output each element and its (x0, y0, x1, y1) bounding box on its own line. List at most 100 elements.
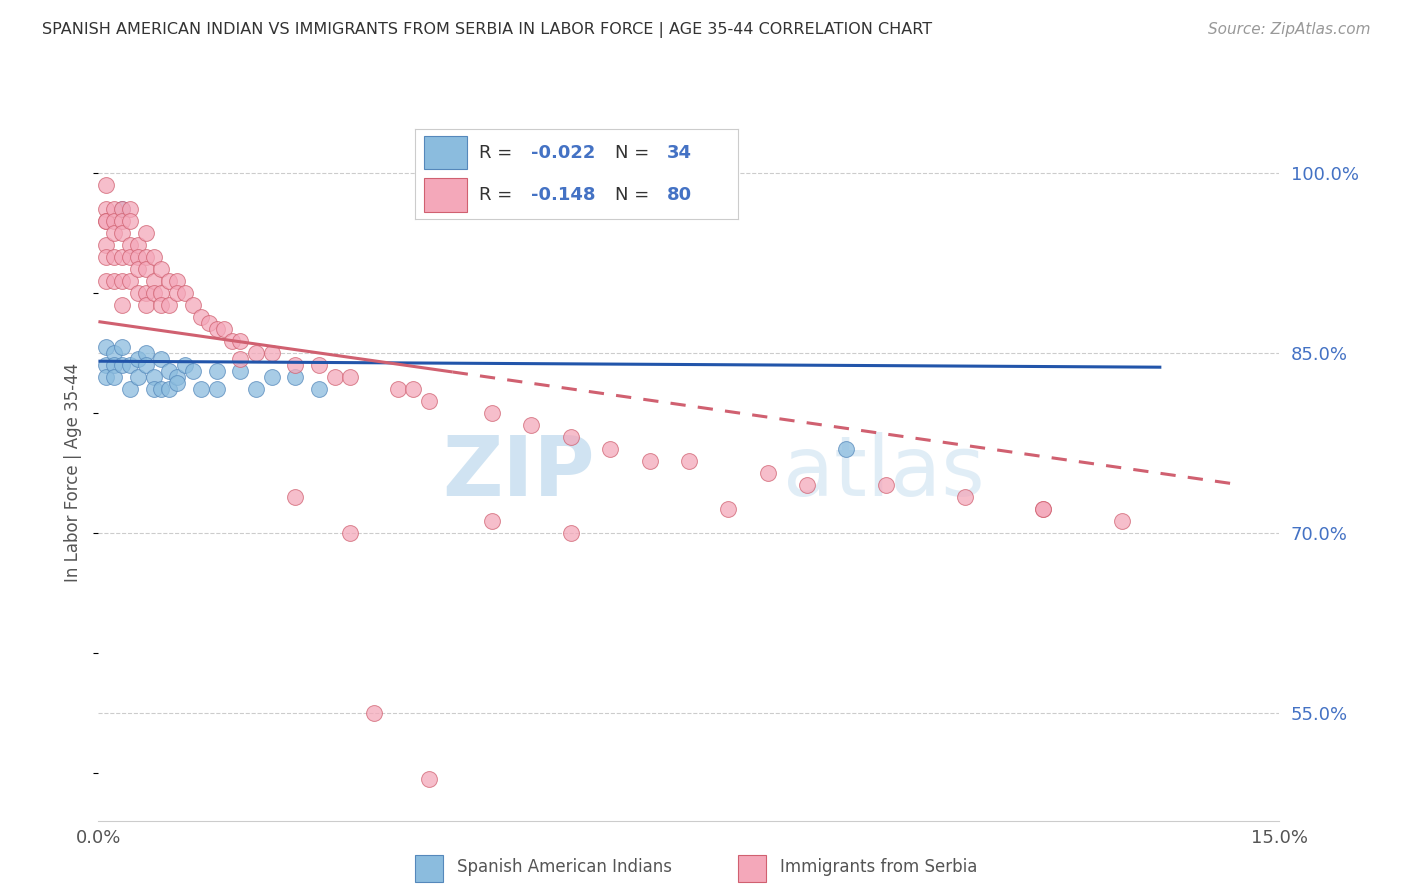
Point (756, 466, 779, 480)
Point (560, 525, 582, 540)
Point (96, 237, 118, 252)
Point (96, 214, 118, 228)
Point (142, 250, 165, 264)
Point (953, 490, 976, 504)
Point (481, 406, 503, 420)
Text: 80: 80 (666, 186, 692, 204)
Point (127, 369, 149, 384)
Text: Source: ZipAtlas.com: Source: ZipAtlas.com (1208, 22, 1371, 37)
Point (245, 346, 267, 360)
Point (135, 261, 157, 276)
Point (111, 358, 134, 372)
Point (96, 202, 118, 216)
Point (157, 382, 180, 396)
Point (103, 358, 125, 372)
Point (135, 285, 157, 300)
Bar (425, 136, 467, 169)
Point (96, 369, 118, 384)
Point (96, 274, 118, 288)
Point (118, 250, 141, 264)
Point (96, 358, 118, 372)
Point (142, 285, 165, 300)
Point (96, 214, 118, 228)
Point (150, 285, 173, 300)
Text: Spanish American Indians: Spanish American Indians (457, 858, 672, 877)
Text: R =: R = (479, 144, 519, 161)
Point (174, 285, 197, 300)
Point (118, 274, 141, 288)
Point (323, 369, 346, 384)
Point (111, 226, 134, 240)
Point (796, 477, 818, 491)
Point (197, 316, 219, 330)
Point (166, 274, 188, 288)
Point (135, 298, 157, 312)
Point (150, 351, 173, 366)
Point (205, 322, 228, 336)
Point (111, 214, 134, 228)
Bar (425, 178, 467, 212)
Point (387, 382, 409, 396)
Point (135, 346, 157, 360)
Point (118, 358, 141, 372)
Point (103, 250, 125, 264)
Point (166, 369, 188, 384)
Point (205, 364, 228, 378)
Point (1111, 514, 1133, 528)
Point (221, 334, 243, 348)
Text: N =: N = (616, 144, 655, 161)
Point (308, 358, 330, 372)
Point (142, 369, 165, 384)
Point (229, 334, 252, 348)
Text: ZIP: ZIP (441, 433, 595, 513)
Point (339, 525, 361, 540)
Point (157, 274, 180, 288)
Point (135, 250, 157, 264)
Point (481, 514, 503, 528)
Point (127, 237, 149, 252)
Point (339, 369, 361, 384)
Text: -0.022: -0.022 (531, 144, 596, 161)
Point (111, 250, 134, 264)
Text: N =: N = (616, 186, 655, 204)
Point (103, 202, 125, 216)
Point (103, 226, 125, 240)
Point (118, 202, 141, 216)
Point (111, 340, 134, 354)
Point (103, 214, 125, 228)
Point (96, 250, 118, 264)
Point (127, 261, 149, 276)
Point (96, 178, 118, 192)
Point (118, 214, 141, 228)
Point (245, 382, 267, 396)
Point (96, 340, 118, 354)
Point (111, 298, 134, 312)
Point (142, 382, 165, 396)
Point (678, 454, 700, 468)
Point (157, 364, 180, 378)
Point (166, 376, 188, 390)
Point (111, 274, 134, 288)
Point (205, 382, 228, 396)
Bar (738, 855, 766, 881)
Point (260, 346, 283, 360)
Point (418, 393, 440, 408)
Point (229, 351, 252, 366)
Text: 34: 34 (666, 144, 692, 161)
Point (599, 442, 621, 456)
Point (135, 226, 157, 240)
Point (135, 358, 157, 372)
Text: atlas: atlas (783, 433, 986, 513)
Point (638, 454, 661, 468)
Text: Immigrants from Serbia: Immigrants from Serbia (780, 858, 977, 877)
Point (174, 358, 197, 372)
Point (363, 706, 385, 720)
Point (118, 382, 141, 396)
Point (260, 369, 283, 384)
Point (103, 346, 125, 360)
Point (717, 501, 740, 516)
Point (520, 417, 543, 432)
Point (127, 351, 149, 366)
Point (142, 274, 165, 288)
Point (229, 364, 252, 378)
